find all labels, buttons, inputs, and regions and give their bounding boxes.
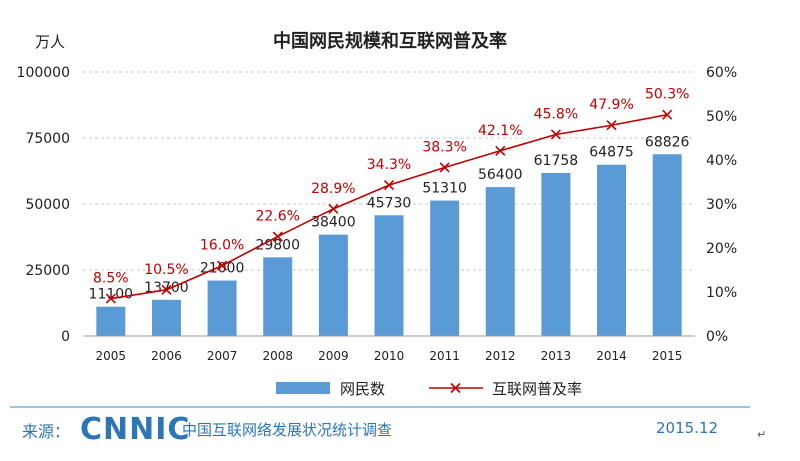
line-point xyxy=(217,260,228,271)
x-tick-label: 2011 xyxy=(429,349,460,363)
line-point xyxy=(439,162,450,173)
right-tick-label: 50% xyxy=(706,109,737,125)
left-tick-label: 25000 xyxy=(25,263,70,279)
line-point xyxy=(105,293,116,304)
line-value-label: 50.3% xyxy=(645,87,689,103)
footer-divider xyxy=(10,406,750,408)
line-value-label: 8.5% xyxy=(93,271,129,287)
line-point xyxy=(328,203,339,214)
line-point xyxy=(550,129,561,140)
line-value-label: 45.8% xyxy=(534,106,578,122)
bar-value-label: 29800 xyxy=(255,237,300,253)
bar-series xyxy=(96,154,682,336)
x-tick-label: 2014 xyxy=(596,349,627,363)
bar xyxy=(485,187,515,336)
bar xyxy=(374,215,404,336)
line-value-label: 34.3% xyxy=(367,157,411,173)
line-point xyxy=(606,120,617,131)
bar xyxy=(430,200,460,336)
line-value-label: 47.9% xyxy=(589,97,633,113)
line-point xyxy=(662,109,673,120)
line-series xyxy=(105,109,673,304)
line-value-label: 28.9% xyxy=(311,181,355,197)
line-point xyxy=(383,180,395,191)
bar xyxy=(151,299,181,336)
chart-title: 中国网民规模和互联网普及率 xyxy=(273,30,507,52)
x-tick-label: 2008 xyxy=(262,349,293,363)
bar xyxy=(207,280,237,336)
bar-value-label: 61758 xyxy=(534,153,579,169)
x-tick-label: 2013 xyxy=(541,349,572,363)
bar xyxy=(263,257,293,336)
legend-line-label: 互联网普及率 xyxy=(492,380,582,398)
left-tick-label: 75000 xyxy=(25,131,70,147)
return-mark: ↵ xyxy=(757,428,767,441)
x-tick-label: 2009 xyxy=(318,349,349,363)
right-tick-label: 60% xyxy=(706,65,737,81)
bar-value-label: 38400 xyxy=(311,215,356,231)
line-data-labels: 8.5% 10.5% 16.0% 22.6% 28.9% 34.3% 38.3% 42.1% 4… xyxy=(93,87,689,287)
left-tick-label: 0 xyxy=(61,329,70,345)
line-point xyxy=(161,284,172,295)
legend-bar-label: 网民数 xyxy=(340,380,385,398)
bar-value-label: 64875 xyxy=(589,145,634,161)
left-tick-label: 100000 xyxy=(17,65,70,81)
legend-line-marker xyxy=(450,382,461,394)
bar xyxy=(541,172,571,336)
bar-value-label: 21000 xyxy=(200,261,245,277)
bar xyxy=(96,306,126,336)
bar-value-label: 51310 xyxy=(422,181,467,197)
line-point xyxy=(495,145,506,156)
report-date: 2015.12 xyxy=(656,419,719,437)
line-point xyxy=(272,231,283,242)
bar-value-label: 56400 xyxy=(478,167,523,183)
x-axis: 2005 2006 2007 2008 2009 2010 2011 2012 2013 2014… xyxy=(83,335,695,363)
x-tick-label: 2015 xyxy=(652,349,683,363)
bar-value-label: 68826 xyxy=(645,134,690,150)
x-tick-label: 2006 xyxy=(151,349,182,363)
bar xyxy=(318,234,348,336)
line-value-label: 10.5% xyxy=(144,262,188,278)
legend-bar-swatch xyxy=(276,382,330,394)
left-axis-unit: 万人 xyxy=(35,33,65,51)
right-tick-label: 40% xyxy=(706,153,737,169)
cnnic-logo: CNNIC xyxy=(80,412,191,447)
left-axis: 0 25000 50000 75000 100000 xyxy=(17,65,70,345)
bar-data-labels: 11100 13700210002980038400457305131056400… xyxy=(89,134,690,302)
right-tick-label: 30% xyxy=(706,197,737,213)
legend: 网民数 互联网普及率 xyxy=(276,380,582,398)
line-value-label: 22.6% xyxy=(255,209,299,225)
left-tick-label: 50000 xyxy=(25,197,70,213)
x-tick-label: 2012 xyxy=(485,349,516,363)
bar xyxy=(652,154,682,336)
organization-name: 中国互联网络发展状况统计调查 xyxy=(182,421,393,439)
right-axis: 0% 10% 20% 30% 40% 50% 60% xyxy=(706,65,737,345)
x-tick-label: 2007 xyxy=(207,349,238,363)
bar-value-label: 11100 xyxy=(89,287,134,303)
right-tick-label: 0% xyxy=(706,329,728,345)
footer: 来源： CNNIC 中国互联网络发展状况统计调查 2015.12 ↵ xyxy=(0,404,800,450)
bar xyxy=(597,164,627,336)
chart-svg: 中国网民规模和互联网普及率 万人 11100 137002100029800384… xyxy=(17,30,738,398)
right-tick-label: 20% xyxy=(706,241,737,257)
line-value-label: 16.0% xyxy=(200,238,244,254)
right-tick-label: 10% xyxy=(706,285,737,301)
x-tick-label: 2005 xyxy=(96,349,127,363)
x-tick-label: 2010 xyxy=(374,349,405,363)
bar-value-label: 45730 xyxy=(367,195,412,211)
line-value-label: 42.1% xyxy=(478,123,522,139)
source-label: 来源： xyxy=(22,422,71,441)
line-value-label: 38.3% xyxy=(422,139,466,155)
